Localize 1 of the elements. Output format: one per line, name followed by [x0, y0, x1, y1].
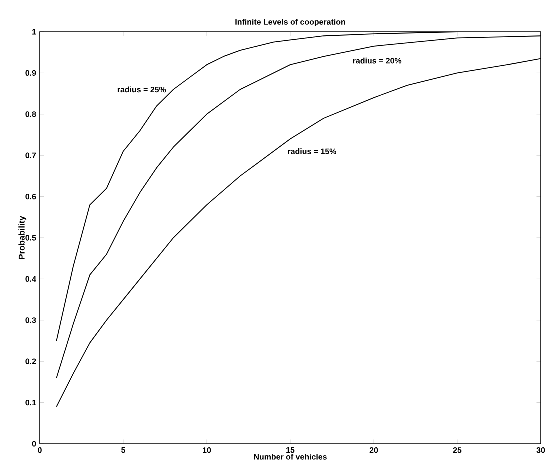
y-axis-title: Probability: [18, 216, 27, 260]
